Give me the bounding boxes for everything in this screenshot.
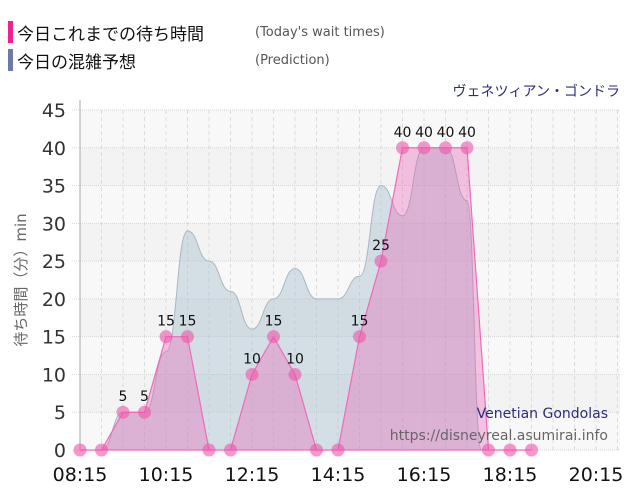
data-point[interactable] (503, 443, 517, 457)
legend-swatch-wait-times (8, 21, 13, 43)
data-label: 40 (458, 125, 476, 141)
y-tick-label: 40 (42, 138, 66, 160)
grid-band (80, 298, 620, 337)
data-point[interactable] (417, 141, 431, 155)
x-tick-label: 20:15 (569, 464, 624, 486)
data-point[interactable] (116, 405, 130, 419)
data-point[interactable] (202, 443, 216, 457)
attraction-name-en: Venetian Gondolas (477, 406, 608, 422)
y-tick-label: 35 (42, 176, 66, 198)
x-tick-label: 10:15 (139, 464, 194, 486)
data-label: 25 (372, 238, 390, 254)
data-point[interactable] (288, 367, 302, 381)
data-point[interactable] (267, 330, 280, 344)
y-tick-label: 25 (42, 251, 66, 273)
data-point[interactable] (310, 443, 323, 457)
data-label: 10 (243, 351, 261, 367)
data-point[interactable] (245, 367, 259, 381)
legend-item-wait-times: 今日これまでの待ち時間 (Today's wait times) (8, 21, 385, 45)
data-point[interactable] (95, 443, 108, 457)
data-label: 40 (394, 125, 412, 141)
data-label: 15 (179, 314, 197, 330)
data-label: 5 (119, 389, 128, 405)
data-point[interactable] (482, 443, 495, 457)
data-point[interactable] (460, 141, 474, 155)
watermark-url: https://disneyreal.asumirai.info (390, 428, 608, 444)
y-axis-label: 待ち時間（分）min (12, 213, 30, 346)
data-point[interactable] (138, 405, 151, 419)
data-point[interactable] (525, 443, 538, 457)
data-label: 40 (437, 125, 455, 141)
data-point[interactable] (159, 330, 173, 344)
y-tick-label: 45 (42, 100, 66, 122)
data-label: 15 (351, 314, 369, 330)
data-point[interactable] (331, 443, 345, 457)
y-tick-label: 5 (54, 402, 66, 424)
grid-band (80, 261, 620, 299)
x-tick-label: 14:15 (311, 464, 366, 486)
grid-band (80, 147, 620, 186)
data-label: 15 (157, 314, 175, 330)
grid-band (80, 374, 620, 413)
data-label: 40 (415, 125, 433, 141)
legend-label-jp: 今日これまでの待ち時間 (17, 24, 204, 45)
data-point[interactable] (73, 443, 87, 457)
x-tick-label: 16:15 (397, 464, 452, 486)
x-tick-label: 18:15 (483, 464, 538, 486)
data-label: 5 (140, 389, 149, 405)
data-label: 10 (286, 351, 304, 367)
data-point[interactable] (439, 141, 452, 155)
grid-band (80, 336, 620, 375)
data-point[interactable] (396, 141, 409, 155)
data-point[interactable] (374, 254, 388, 268)
y-tick-label: 30 (42, 213, 66, 235)
attraction-name-jp: ヴェネツィアン・ゴンドラ (452, 84, 620, 100)
grid-band (80, 110, 620, 148)
x-tick-label: 08:15 (53, 464, 108, 486)
grid-band (80, 223, 620, 262)
data-point[interactable] (224, 443, 237, 457)
legend-label-en: (Today's wait times) (255, 24, 385, 40)
legend-swatch-prediction (8, 49, 13, 71)
legend-label-en: (Prediction) (255, 52, 330, 68)
data-point[interactable] (181, 330, 194, 344)
x-tick-label: 12:15 (225, 464, 280, 486)
y-tick-label: 0 (54, 440, 66, 462)
legend-item-prediction: 今日の混雑予想 (Prediction) (8, 49, 330, 73)
y-tick-label: 10 (42, 364, 66, 386)
grid-band (80, 185, 620, 224)
data-label: 15 (265, 314, 283, 330)
legend-label-jp: 今日の混雑予想 (17, 52, 136, 73)
data-point[interactable] (353, 330, 366, 344)
y-tick-label: 15 (42, 327, 66, 349)
y-tick-label: 20 (42, 289, 66, 311)
